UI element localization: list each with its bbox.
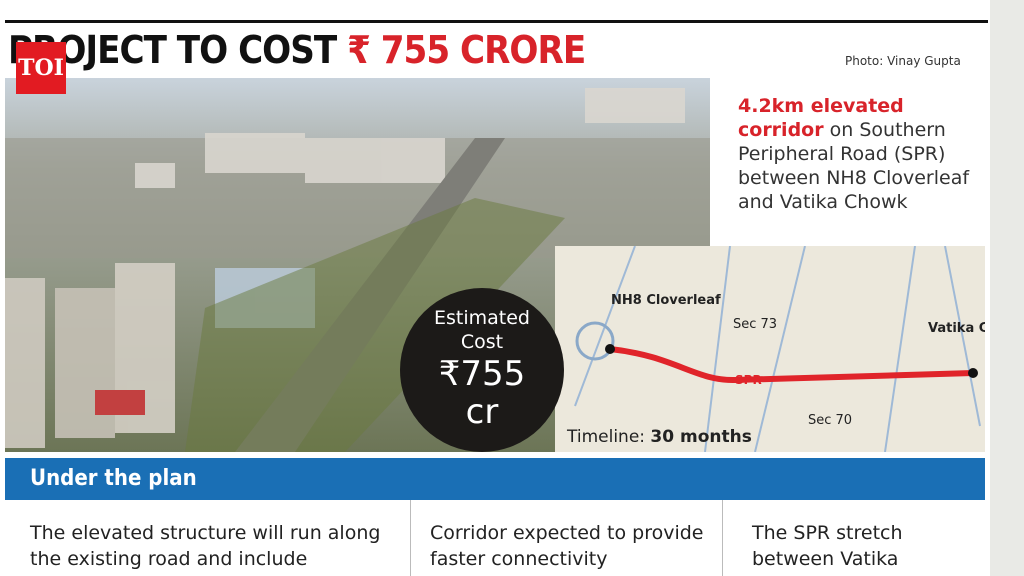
map-label: Vatika Chowk [928,321,985,336]
headline: PROJECT TO COST ₹ 755 CRORE [8,28,586,72]
info-highlight: 4.2km elevated corridor [738,95,904,141]
edge-blur [990,0,1024,576]
badge-unit: cr [465,392,499,432]
photo-credit: Photo: Vinay Gupta [845,54,961,68]
map-label: SPR [735,373,762,387]
map-label: Sec 73 [733,317,777,332]
logo: TOI [16,42,66,94]
plan-bar [5,458,985,500]
info-text: 4.2km elevated corridor on Southern Peri… [738,94,983,214]
top-rule [5,20,988,23]
badge-amount: ₹755 [438,354,526,394]
map-label: Sec 70 [808,413,852,428]
cost-badge: Estimated Cost ₹755 cr [400,288,564,452]
info-body: on Southern Peripheral Road (SPR) betwee… [738,119,970,213]
column-divider [722,500,723,576]
plan-column: The SPR stretch between Vatika [752,522,903,570]
headline-highlight: ₹ 755 CRORE [347,28,586,72]
info-panel [710,78,988,244]
timeline-label: Timeline: [566,427,645,447]
timeline-value: 30 months [650,427,751,447]
column-divider [410,500,411,576]
plan-column: Corridor expected to provide faster conn… [430,522,704,570]
map-label: NH8 Cloverleaf [611,293,721,308]
plan-heading: Under the plan [30,466,197,491]
route-map: NH8 Cloverleaf Sec 73 Vatika Chowk SPR S… [555,246,985,452]
timeline: Timeline: 30 months [566,427,752,447]
badge-label: Estimated Cost [434,307,530,353]
plan-column: The elevated structure will run along th… [30,522,381,570]
